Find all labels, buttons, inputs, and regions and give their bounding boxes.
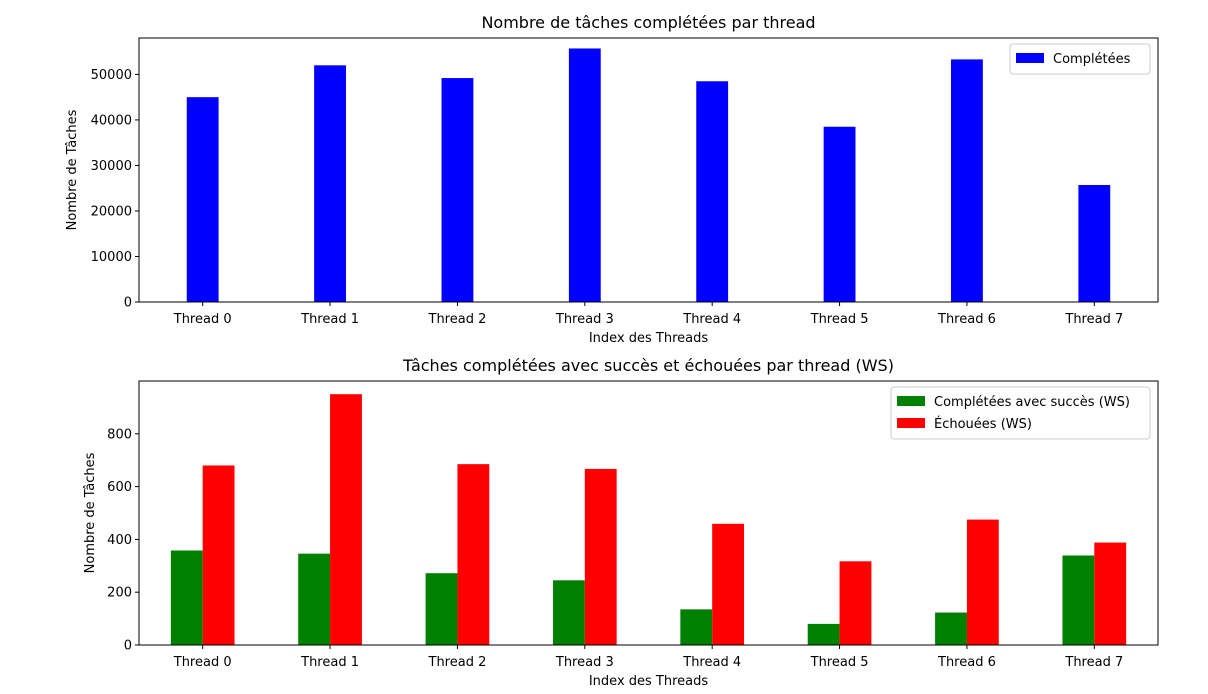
legend-swatch [897, 418, 925, 428]
x-tick-label: Thread 4 [682, 655, 741, 670]
y-tick-label: 0 [124, 296, 132, 311]
legend: Complétées avec succès (WS) Échouées (WS) [890, 386, 1151, 440]
bar [966, 519, 999, 645]
y-tick-label: 50000 [91, 68, 132, 83]
y-tick-label: 800 [107, 427, 132, 442]
legend: Complétées [1009, 43, 1151, 75]
y-tick-label: 40000 [91, 113, 132, 128]
y-tick-label: 0 [124, 639, 132, 654]
x-tick-label: Thread 6 [937, 312, 996, 327]
y-tick-label: 200 [107, 586, 132, 601]
legend-swatch [1016, 53, 1044, 63]
y-tick-label: 600 [107, 480, 132, 495]
y-axis-label: Nombre de Tâches [83, 452, 98, 573]
chart-title: Tâches complétées avec succès et échouée… [402, 356, 894, 375]
bar [696, 81, 729, 302]
bar [441, 78, 474, 302]
bar-series-2 [202, 394, 1127, 645]
legend-swatch [897, 396, 925, 406]
bar [170, 550, 203, 645]
y-tick-label: 10000 [91, 250, 132, 265]
bar [568, 48, 601, 302]
bar [712, 523, 745, 645]
bar [298, 553, 331, 645]
subplot-1: 0 10000 20000 30000 40000 50000 Thread 0 Thread… [65, 13, 1159, 346]
bar [425, 573, 458, 645]
bar [839, 561, 872, 645]
bar [680, 609, 713, 645]
bar [935, 612, 967, 645]
plot-frame [138, 37, 1159, 303]
bar [186, 97, 219, 302]
plot-frame [138, 380, 1159, 646]
x-axis-label: Index des Threads [589, 331, 709, 346]
x-tick-label: Thread 5 [810, 655, 869, 670]
x-tick-label: Thread 3 [555, 655, 614, 670]
y-tick-label: 30000 [91, 159, 132, 174]
bar [807, 623, 840, 645]
subplot-2: 0 200 400 600 800 Thread 0 Thread 1 Thread 2 Thr… [83, 356, 1159, 689]
x-axis-label: Index des Threads [589, 674, 709, 689]
x-tick-label: Thread 0 [173, 655, 232, 670]
x-tick-label: Thread 6 [937, 655, 996, 670]
y-axis-label: Nombre de Tâches [65, 109, 80, 230]
bar-series-1 [186, 48, 1111, 303]
x-tick-label: Thread 0 [173, 312, 232, 327]
bar [1094, 542, 1127, 645]
bar [314, 65, 346, 302]
bar-series-1 [170, 550, 1095, 645]
chart-title: Nombre de tâches complétées par thread [481, 13, 815, 32]
legend-label: Échouées (WS) [934, 416, 1032, 432]
x-tick-label: Thread 4 [682, 312, 741, 327]
x-tick-label: Thread 7 [1064, 312, 1123, 327]
bar [457, 464, 490, 645]
x-tick-label: Thread 1 [300, 655, 359, 670]
x-tick-label: Thread 3 [555, 312, 614, 327]
legend-box [1009, 43, 1151, 75]
bar [1078, 185, 1111, 302]
x-tick-label: Thread 5 [810, 312, 869, 327]
x-tick-label: Thread 1 [300, 312, 359, 327]
bar [552, 580, 585, 645]
legend-box [890, 386, 1151, 440]
legend-label: Complétées avec succès (WS) [934, 395, 1130, 410]
legend-label: Complétées [1053, 52, 1131, 67]
bar [584, 468, 617, 645]
bar [330, 394, 362, 645]
x-tick-label: Thread 7 [1064, 655, 1123, 670]
x-tick-label: Thread 2 [428, 655, 487, 670]
x-tick-label: Thread 2 [428, 312, 487, 327]
bar [202, 465, 235, 645]
y-tick-label: 20000 [91, 204, 132, 219]
y-tick-label: 400 [107, 533, 132, 548]
bar [823, 126, 856, 302]
bar [951, 59, 983, 303]
bar [1062, 555, 1095, 645]
